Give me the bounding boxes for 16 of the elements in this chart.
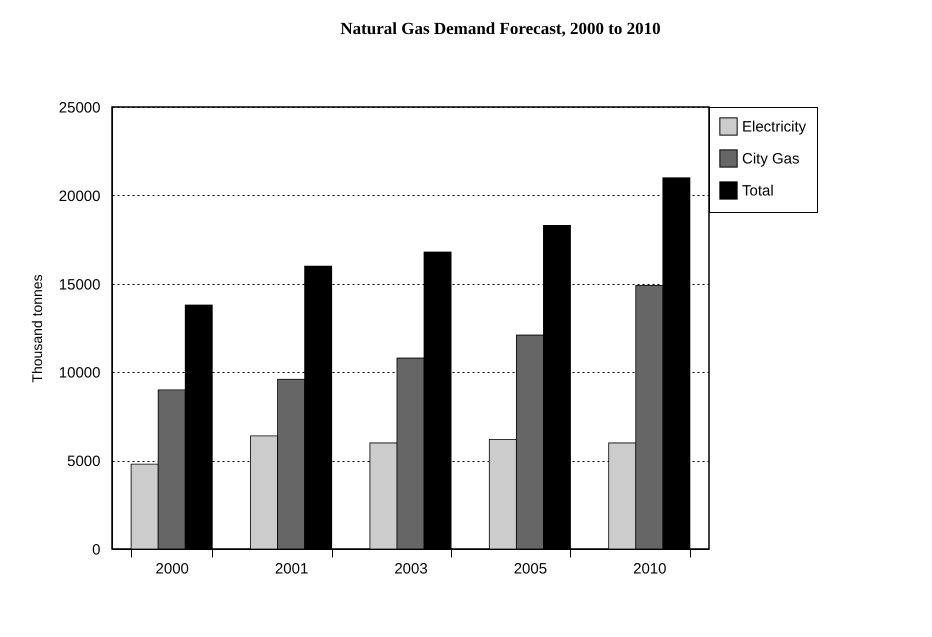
legend-label: Total xyxy=(742,182,774,200)
y-tick-label: 20000 xyxy=(58,188,100,205)
x-tick-label: 2000 xyxy=(156,560,189,578)
y-tick-label: 5000 xyxy=(67,453,100,470)
chart-title: Natural Gas Demand Forecast, 2000 to 2010 xyxy=(340,19,661,38)
legend-label: City Gas xyxy=(742,150,800,168)
y-tick-label: 10000 xyxy=(58,364,100,382)
legend-label: Electricity xyxy=(742,118,807,136)
y-tick-label: 0 xyxy=(92,542,100,558)
x-tick-label: 2005 xyxy=(514,560,548,578)
x-tick-label: 2003 xyxy=(394,560,428,578)
x-tick-label: 2010 xyxy=(633,560,666,578)
x-tick-label: 2001 xyxy=(274,560,308,578)
y-tick-label: 15000 xyxy=(58,276,100,294)
y-tick-label: 25000 xyxy=(58,100,100,116)
y-axis-title: Thousand tonnes xyxy=(28,274,45,383)
